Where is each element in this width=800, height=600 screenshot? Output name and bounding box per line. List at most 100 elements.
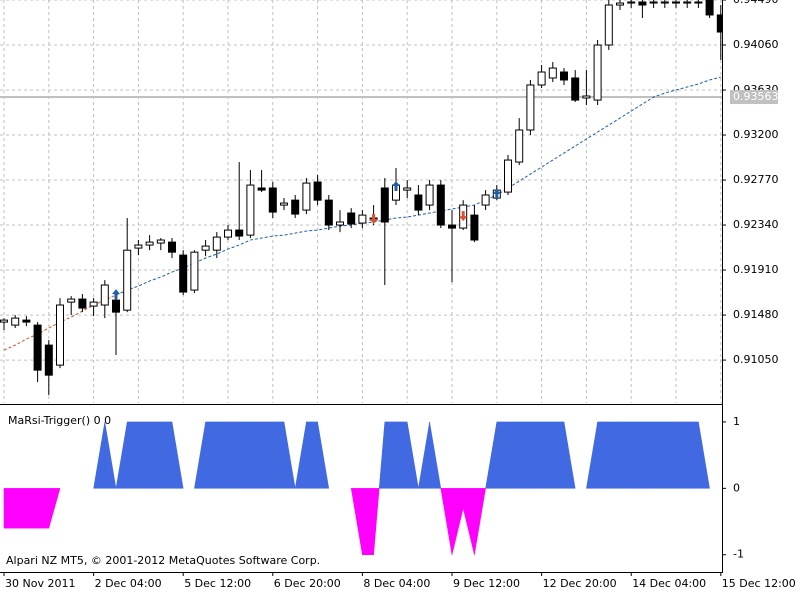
histogram-area xyxy=(160,421,173,489)
candle-body xyxy=(705,0,714,16)
histogram-area xyxy=(429,421,442,489)
x-tick-label: 15 Dec 12:00 xyxy=(722,577,796,590)
histogram-area xyxy=(597,421,610,489)
candle-body xyxy=(380,187,389,223)
histogram-area xyxy=(26,488,38,529)
candle-body xyxy=(0,319,8,323)
candle-body xyxy=(627,1,636,4)
candle-body xyxy=(537,71,546,86)
histogram-area xyxy=(530,421,542,489)
histogram-area xyxy=(37,488,50,529)
histogram-area xyxy=(250,421,262,489)
histogram-area xyxy=(48,488,61,529)
candle-body xyxy=(313,181,322,201)
histogram-area xyxy=(675,421,688,489)
y-tick-label: 1 xyxy=(733,415,740,428)
candle-body xyxy=(436,184,445,226)
histogram-area xyxy=(406,421,419,489)
histogram-area xyxy=(3,488,16,529)
candle-body xyxy=(448,224,456,229)
histogram-area xyxy=(518,421,531,489)
y-tick-label: 0.94060 xyxy=(733,38,779,51)
current-price-label: 0.93563 xyxy=(733,90,779,103)
candle-body xyxy=(123,249,132,311)
histogram-area xyxy=(552,421,565,489)
histogram-area xyxy=(104,421,117,489)
sell-arrow xyxy=(369,214,378,225)
candle-body xyxy=(156,239,165,244)
candle-body xyxy=(201,245,210,251)
histogram-area xyxy=(563,421,576,489)
histogram-area xyxy=(126,421,139,489)
candle-body xyxy=(548,67,557,79)
candle-body xyxy=(112,299,120,313)
histogram-area xyxy=(630,421,643,489)
candle-body xyxy=(481,194,490,206)
histogram-area xyxy=(664,421,677,489)
candle-body xyxy=(638,1,647,6)
histogram-area xyxy=(507,421,520,489)
candle-body xyxy=(257,187,266,191)
sell-arrow xyxy=(459,211,468,222)
candle-body xyxy=(134,244,143,249)
candle-body xyxy=(358,214,367,224)
candle-body xyxy=(168,241,176,253)
x-tick-label: 2 Dec 04:00 xyxy=(95,577,162,590)
candle-body xyxy=(190,251,199,291)
histogram-area xyxy=(306,421,318,489)
indicator-panel xyxy=(3,421,710,555)
candle-body xyxy=(616,2,624,6)
current-price-box xyxy=(730,90,778,105)
candle-body xyxy=(22,319,31,323)
histogram-area xyxy=(261,421,274,489)
indicator-title: MaRsi-Trigger() 0 0 xyxy=(8,414,111,427)
candle-body xyxy=(672,1,680,4)
candle-body xyxy=(504,159,512,193)
histogram-area xyxy=(686,421,699,489)
candle-body xyxy=(425,184,434,206)
histogram-area xyxy=(283,421,296,489)
candle-body xyxy=(268,187,277,213)
histogram-area xyxy=(395,421,408,489)
histogram-area xyxy=(653,421,666,489)
histogram-area xyxy=(642,421,654,489)
y-tick-label: -1 xyxy=(733,548,744,561)
candle-body xyxy=(515,129,524,163)
histogram-area xyxy=(608,421,621,489)
x-tick-label: 6 Dec 20:00 xyxy=(274,577,341,590)
candle-body xyxy=(280,202,288,206)
candle-body xyxy=(560,71,568,81)
histogram-area xyxy=(384,421,397,489)
histogram-area xyxy=(541,421,554,489)
candle-body xyxy=(336,221,344,226)
candle-body xyxy=(78,298,87,309)
y-tick-label: 0.93200 xyxy=(733,128,779,141)
histogram-area xyxy=(698,421,710,489)
histogram-area xyxy=(238,421,251,489)
histogram-area xyxy=(14,488,27,529)
candle-body xyxy=(145,241,154,246)
buy-arrow xyxy=(112,289,120,300)
price-panel xyxy=(0,0,722,403)
histogram-area xyxy=(619,421,632,489)
x-tick-label: 5 Dec 12:00 xyxy=(184,577,251,590)
candle-body xyxy=(67,298,76,303)
y-tick-label: 0.91480 xyxy=(733,308,779,321)
candle-body xyxy=(526,84,535,131)
histogram-area xyxy=(474,488,486,555)
y-tick-label: 0 xyxy=(733,481,740,494)
candle-body xyxy=(224,229,232,238)
candle-body xyxy=(716,14,722,33)
candle-body xyxy=(694,1,703,4)
candle-body xyxy=(212,236,221,251)
candle-body xyxy=(246,184,255,236)
watermark: Alpari NZ MT5, © 2001-2012 MetaQuotes So… xyxy=(6,554,320,567)
histogram-area xyxy=(317,421,330,489)
candle-body xyxy=(414,194,423,211)
histogram-area xyxy=(138,421,150,489)
candle-body xyxy=(324,199,333,226)
candle-body xyxy=(44,344,53,376)
candle-body xyxy=(683,1,692,4)
